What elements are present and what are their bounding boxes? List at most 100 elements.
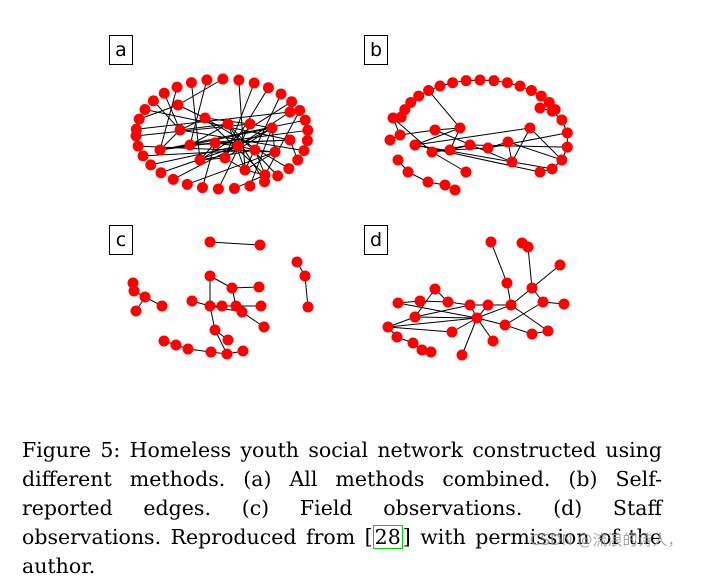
node <box>439 179 451 191</box>
node <box>185 77 197 89</box>
node <box>556 114 568 126</box>
node <box>426 146 438 158</box>
node <box>244 180 256 192</box>
node <box>301 135 313 147</box>
node <box>405 97 417 108</box>
node <box>449 184 461 196</box>
node <box>284 106 296 118</box>
node <box>127 277 139 289</box>
node <box>236 306 248 318</box>
node <box>542 325 554 337</box>
node <box>488 75 500 87</box>
edge <box>139 104 179 120</box>
node <box>546 163 558 175</box>
node <box>409 311 421 323</box>
edge <box>209 241 261 246</box>
node <box>505 299 517 311</box>
edge <box>244 151 276 171</box>
node <box>147 95 159 107</box>
network-panel-d <box>382 236 570 361</box>
node <box>172 99 184 111</box>
edge <box>244 93 282 171</box>
node <box>429 124 441 136</box>
edge <box>490 241 508 284</box>
node <box>526 328 538 340</box>
edge <box>159 119 306 151</box>
edge <box>414 144 553 170</box>
node <box>302 124 314 136</box>
node <box>387 112 399 124</box>
node <box>253 281 265 293</box>
node <box>216 300 228 312</box>
edge <box>510 304 549 332</box>
watermark: CSDN @流浪的诗人， <box>530 531 683 549</box>
node <box>525 85 537 97</box>
edge <box>217 123 251 190</box>
node <box>209 324 221 336</box>
edge <box>387 317 478 328</box>
node <box>222 118 234 130</box>
node <box>456 349 468 361</box>
node <box>501 277 513 289</box>
edge <box>504 301 544 326</box>
node <box>299 114 311 126</box>
node <box>221 348 233 360</box>
node <box>222 334 234 346</box>
network-graphs <box>127 73 573 361</box>
panel-label-b: b <box>364 35 388 65</box>
edge <box>397 302 478 319</box>
node <box>174 124 186 136</box>
node <box>139 291 151 303</box>
node <box>232 140 244 152</box>
node <box>391 331 403 343</box>
node <box>196 182 208 194</box>
edge <box>249 127 273 187</box>
edge <box>201 142 216 188</box>
node <box>534 166 546 178</box>
citation-link[interactable]: 28 <box>372 525 403 549</box>
node <box>233 74 245 86</box>
node <box>413 90 425 102</box>
edge <box>264 110 301 176</box>
edge <box>163 93 181 131</box>
node <box>482 142 494 154</box>
node <box>558 298 570 310</box>
node <box>524 122 536 134</box>
node <box>205 346 217 358</box>
node <box>487 335 499 347</box>
panel-label-d: d <box>364 225 388 255</box>
node <box>425 346 437 358</box>
node <box>499 319 511 331</box>
edge <box>428 90 461 129</box>
node <box>219 152 231 164</box>
node <box>414 295 426 307</box>
node <box>423 85 435 97</box>
node <box>258 321 270 333</box>
node <box>133 113 145 125</box>
edge <box>414 127 461 146</box>
node <box>506 156 518 168</box>
panel-label-a: a <box>109 35 133 65</box>
node <box>266 122 278 134</box>
node <box>167 173 179 185</box>
node <box>546 105 558 117</box>
node <box>454 122 466 134</box>
panel-label-c: c <box>109 225 133 255</box>
node <box>502 136 514 148</box>
caption-text-start: Figure 5: Homeless youth social network … <box>22 438 662 549</box>
node <box>534 102 546 114</box>
node <box>181 178 193 190</box>
node <box>394 129 406 141</box>
node <box>291 256 303 268</box>
edge <box>399 129 436 136</box>
node <box>407 337 419 349</box>
edge <box>199 101 292 161</box>
node <box>485 236 497 248</box>
node <box>228 182 240 194</box>
node <box>522 241 534 253</box>
edge <box>159 86 178 151</box>
node <box>474 74 486 86</box>
figure-caption: Figure 5: Homeless youth social network … <box>22 436 662 581</box>
node <box>464 139 476 151</box>
node <box>259 169 271 181</box>
